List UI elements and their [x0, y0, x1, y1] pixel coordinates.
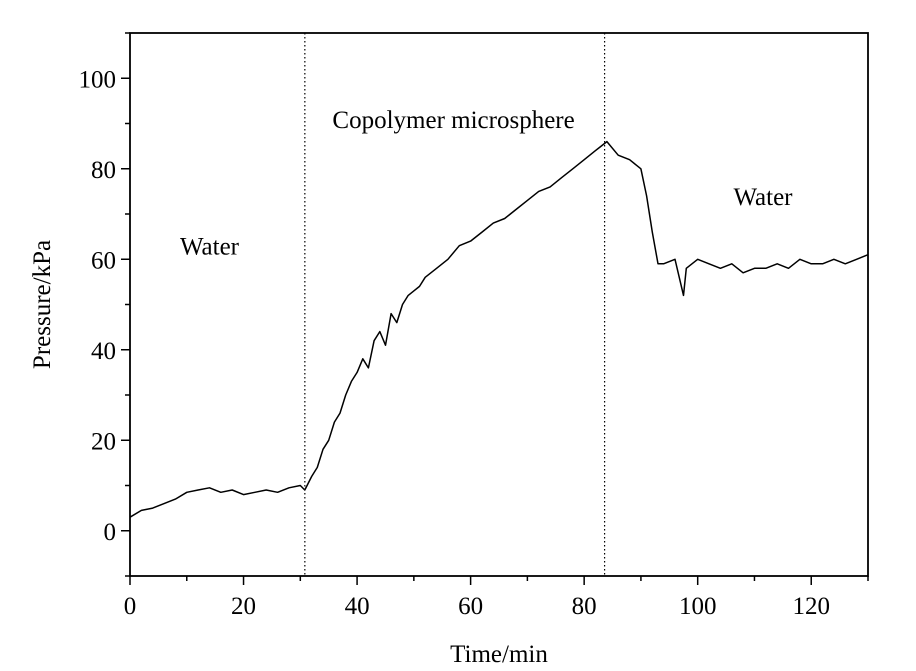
axes	[121, 32, 869, 585]
x-tick-label: 20	[231, 593, 256, 620]
y-tick-label: 60	[91, 247, 116, 274]
y-tick-label: 20	[91, 428, 116, 455]
annotation-label: Copolymer microsphere	[332, 107, 574, 134]
labels: 0 20 40 60 80 100 120 0 20 40 60 80 100 Time/min Press…	[29, 66, 830, 668]
x-axis-title: Time/min	[450, 641, 548, 668]
x-tick-label: 80	[572, 593, 597, 620]
annotation-label: Water	[180, 234, 240, 261]
x-tick-label: 0	[124, 593, 137, 620]
pressure-series-line	[129, 140, 869, 518]
x-tick-label: 60	[458, 593, 483, 620]
x-tick-label: 40	[345, 593, 370, 620]
y-tick-label: 80	[91, 157, 116, 184]
plot-area	[129, 33, 869, 576]
annotation-label: Water	[733, 184, 793, 211]
y-tick-label: 40	[91, 338, 116, 365]
x-tick-label: 100	[679, 593, 717, 620]
y-tick-label: 100	[79, 66, 117, 93]
y-axis-title: Pressure/kPa	[29, 240, 56, 369]
y-tick-label: 0	[104, 519, 117, 546]
x-tick-label: 120	[792, 593, 830, 620]
